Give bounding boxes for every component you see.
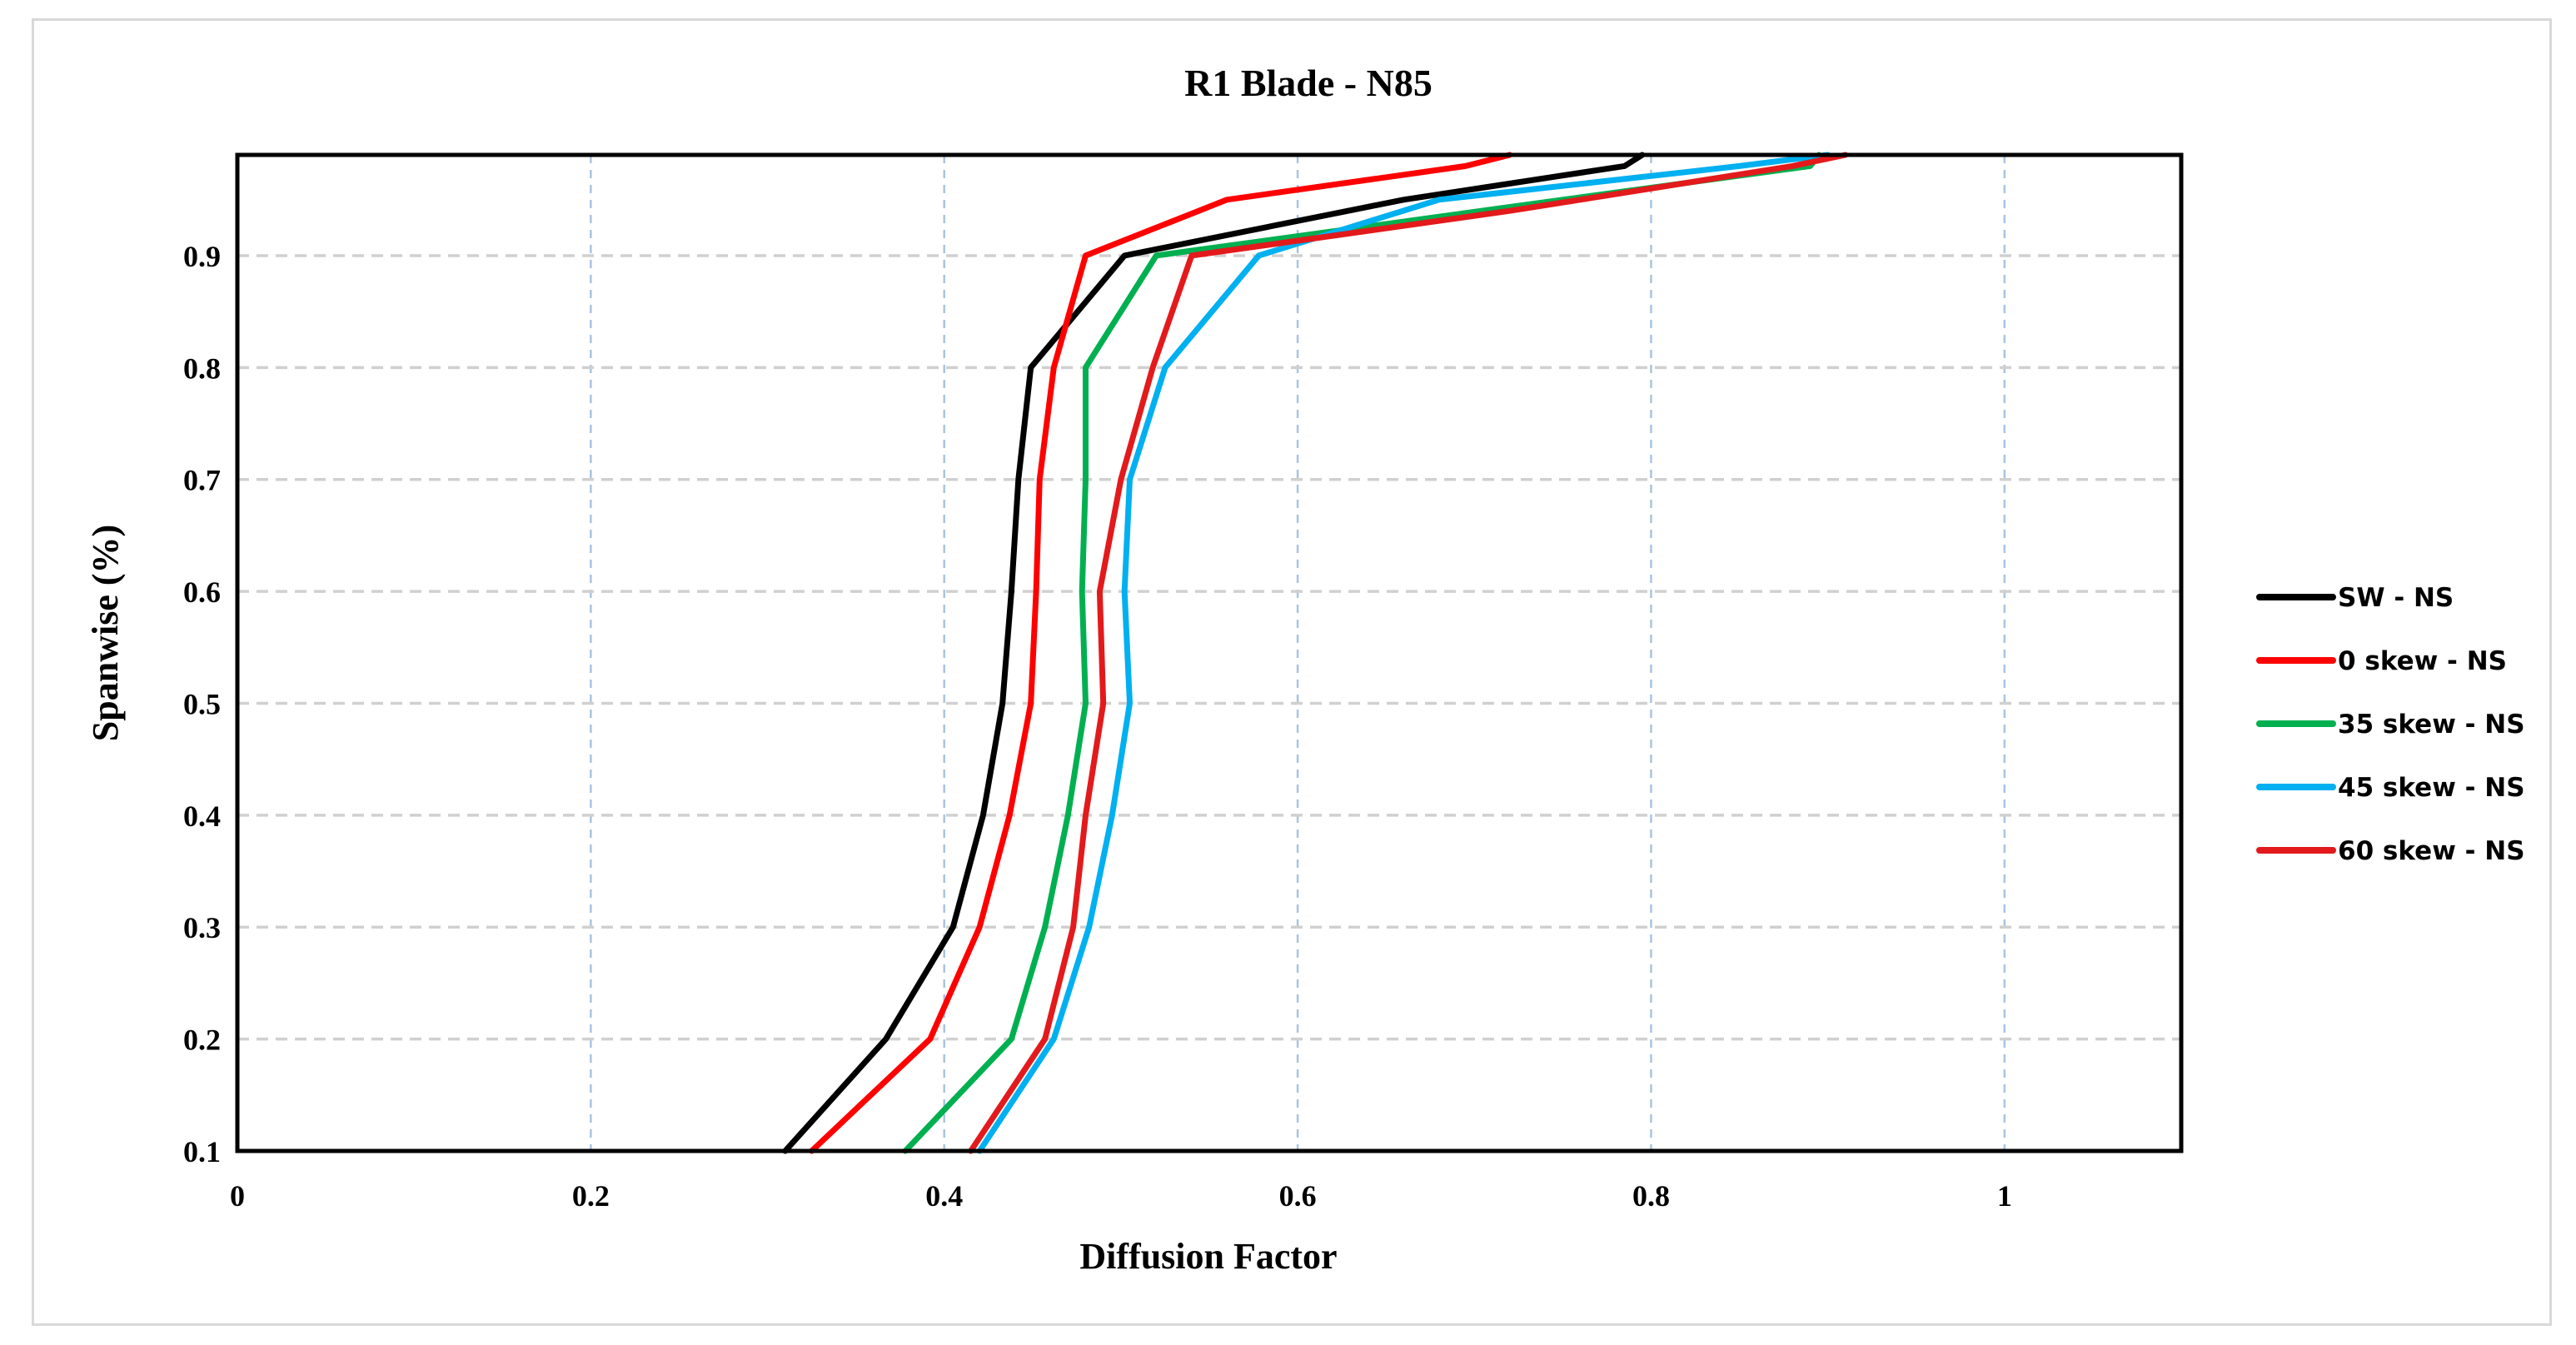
x-axis-ticks: 0 0.2 0.4 0.6 0.8 1: [230, 1179, 2012, 1213]
y-tick-label: 0.9: [183, 240, 221, 273]
y-tick-label: 0.1: [183, 1135, 221, 1168]
y-tick-label: 0.4: [183, 800, 221, 833]
y-tick-label: 0.6: [183, 575, 221, 609]
x-tick-label: 0: [230, 1179, 245, 1213]
y-tick-label: 0.8: [183, 351, 221, 385]
legend-label: 0 skew - NS: [2338, 646, 2507, 676]
legend-label: 35 skew - NS: [2338, 710, 2525, 740]
chart-title: R1 Blade - N85: [1184, 62, 1432, 104]
y-tick-label: 0.2: [183, 1024, 221, 1057]
series-line-3: [976, 152, 1831, 1154]
y-tick-label: 0.5: [183, 687, 221, 720]
x-tick-label: 0.2: [572, 1179, 610, 1213]
x-axis-label: Diffusion Factor: [1079, 1236, 1337, 1277]
legend: SW - NS 0 skew - NS 35 skew - NS 45 skew - …: [2256, 583, 2525, 866]
x-tick-label: 1: [1997, 1179, 2012, 1213]
series-line-0: [782, 152, 1646, 1154]
legend-label: 60 skew - NS: [2338, 836, 2525, 866]
line-chart: R1 Blade - N85 0 0.2 0.4 0.6 0.8 1 0.10.20.30…: [85, 62, 2525, 1277]
series-line-2: [902, 152, 1822, 1154]
plot-area-border: [235, 152, 2184, 1153]
legend-label: SW - NS: [2338, 583, 2454, 613]
y-axis-ticks: 0.1 0.2 0.3 0.4 0.5 0.6 0.7 0.8 0.9: [183, 240, 221, 1168]
y-axis-label: Spanwise (%): [85, 525, 126, 741]
legend-label: 45 skew - NS: [2338, 773, 2525, 803]
data-series: [782, 152, 1849, 1154]
x-tick-label: 0.4: [925, 1179, 963, 1213]
chart-frame: R1 Blade - N85 0 0.2 0.4 0.6 0.8 1 0.1 0.2 0.3 0…: [32, 18, 2552, 1326]
y-tick-label: 0.3: [183, 911, 221, 944]
series-line-1: [809, 152, 1513, 1154]
x-tick-label: 0.8: [1632, 1179, 1670, 1213]
series-line-4: [968, 152, 1849, 1154]
gridlines: [237, 155, 2181, 1151]
x-tick-label: 0.6: [1279, 1179, 1317, 1213]
y-tick-label: 0.7: [183, 464, 221, 497]
